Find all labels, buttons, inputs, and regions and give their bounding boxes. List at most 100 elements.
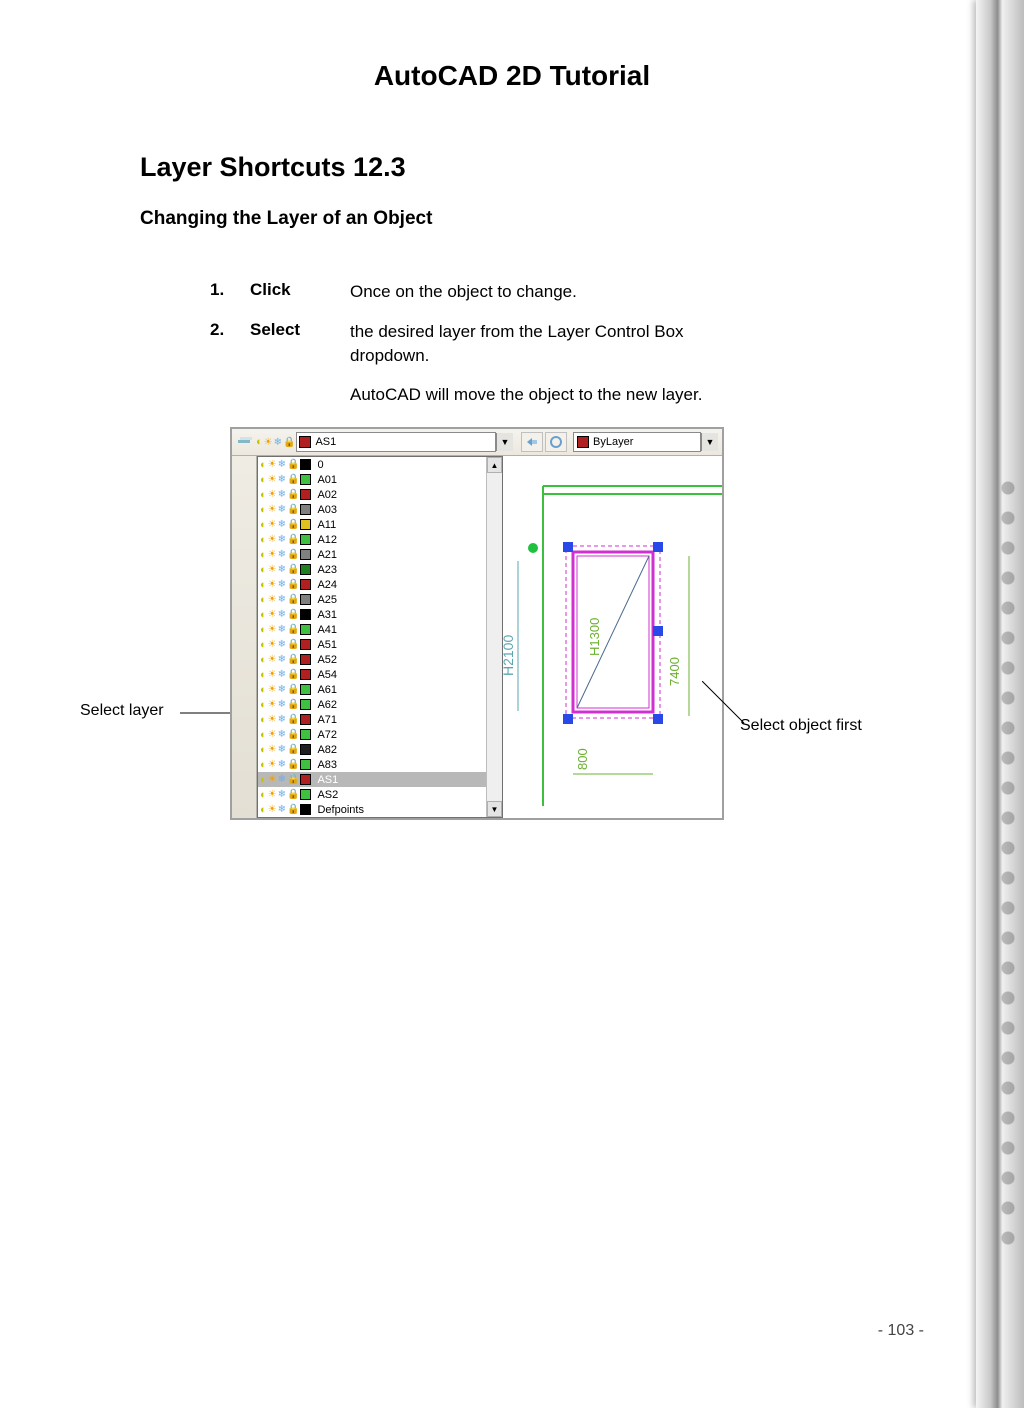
bulb-icon: ◐ <box>260 564 267 576</box>
layer-dropdown-list[interactable]: ▲ ▼ ◐☀❄🔒0◐☀❄🔒A01◐☀❄🔒A02◐☀❄🔒A03◐☀❄🔒A11◐☀❄… <box>257 456 503 818</box>
viewport-freeze-icon: ❄ <box>278 684 286 695</box>
lock-icon: 🔒 <box>287 744 299 755</box>
lock-icon: 🔒 <box>283 437 295 448</box>
lock-icon: 🔒 <box>287 804 299 815</box>
layer-name-label: A21 <box>317 549 337 561</box>
layer-name-label: AS1 <box>317 774 338 786</box>
layer-list-item[interactable]: ◐☀❄🔒A41 <box>258 622 502 637</box>
bulb-icon: ◐ <box>260 804 267 816</box>
drawing-canvas[interactable]: H2100 H1300 7400 800 <box>503 456 722 806</box>
layer-list-item[interactable]: ◐☀❄🔒AS2 <box>258 787 502 802</box>
viewport-freeze-icon: ❄ <box>278 789 286 800</box>
layer-name-label: A03 <box>317 504 337 516</box>
drawing-svg: H2100 H1300 7400 800 <box>503 456 722 806</box>
freeze-icon: ☀ <box>268 654 277 665</box>
bulb-icon: ◐ <box>260 579 267 591</box>
callout-select-object: Select object first <box>740 717 862 735</box>
layer-manager-icon[interactable] <box>236 434 254 450</box>
layer-swatch-icon <box>300 804 311 815</box>
lock-icon: 🔒 <box>287 564 299 575</box>
step-text: the desired layer from the Layer Control… <box>350 320 750 368</box>
viewport-freeze-icon: ❄ <box>278 474 286 485</box>
layer-list-item[interactable]: ◐☀❄🔒A02 <box>258 487 502 502</box>
layer-swatch-icon <box>300 744 311 755</box>
bulb-icon: ◐ <box>260 504 267 516</box>
layer-swatch-icon <box>300 729 311 740</box>
freeze-icon: ☀ <box>268 564 277 575</box>
bulb-icon: ◐ <box>260 654 267 666</box>
layer-list-item[interactable]: ◐☀❄🔒A11 <box>258 517 502 532</box>
viewport-freeze-icon: ❄ <box>278 804 286 815</box>
lock-icon: 🔒 <box>287 489 299 500</box>
bulb-icon: ◐ <box>260 639 267 651</box>
bulb-icon: ◐ <box>260 594 267 606</box>
freeze-icon: ☀ <box>268 639 277 650</box>
layer-name-label: A82 <box>317 744 337 756</box>
layer-name-label: A31 <box>317 609 337 621</box>
layer-name-label: A12 <box>317 534 337 546</box>
lock-icon: 🔒 <box>287 729 299 740</box>
freeze-icon: ☀ <box>268 504 277 515</box>
layer-swatch-icon <box>300 594 311 605</box>
scroll-down-icon[interactable]: ▼ <box>487 801 502 817</box>
bylayer-label: ByLayer <box>593 436 633 448</box>
layer-list-item[interactable]: ◐☀❄🔒A24 <box>258 577 502 592</box>
layer-list-item[interactable]: ◐☀❄🔒A01 <box>258 472 502 487</box>
layer-list-item[interactable]: ◐☀❄🔒A52 <box>258 652 502 667</box>
viewport-freeze-icon: ❄ <box>274 437 282 448</box>
freeze-icon: ☀ <box>268 459 277 470</box>
layer-list-item[interactable]: ◐☀❄🔒AS1 <box>258 772 502 787</box>
layer-previous-button[interactable] <box>521 432 543 452</box>
freeze-icon: ☀ <box>268 744 277 755</box>
freeze-icon: ☀ <box>268 534 277 545</box>
lock-icon: 🔒 <box>287 774 299 785</box>
dropdown-arrow-icon[interactable]: ▼ <box>496 433 513 451</box>
page-title: AutoCAD 2D Tutorial <box>90 60 934 92</box>
step-list: 1. Click Once on the object to change. 2… <box>210 280 934 407</box>
layer-list-item[interactable]: ◐☀❄🔒0 <box>258 457 502 472</box>
layer-list-item[interactable]: ◐☀❄🔒A23 <box>258 562 502 577</box>
bulb-icon: ◐ <box>260 624 267 636</box>
layer-name-label: A72 <box>317 729 337 741</box>
lock-icon: 🔒 <box>287 504 299 515</box>
layer-list-item[interactable]: ◐☀❄🔒A83 <box>258 757 502 772</box>
layer-list-item[interactable]: ◐☀❄🔒A82 <box>258 742 502 757</box>
layer-name-label: A61 <box>317 684 337 696</box>
layer-name-label: A83 <box>317 759 337 771</box>
viewport-freeze-icon: ❄ <box>278 654 286 665</box>
layer-list-item[interactable]: ◐☀❄🔒A71 <box>258 712 502 727</box>
layer-list-item[interactable]: ◐☀❄🔒A03 <box>258 502 502 517</box>
layer-list-item[interactable]: ◐☀❄🔒A25 <box>258 592 502 607</box>
section-heading: Layer Shortcuts 12.3 <box>140 152 934 183</box>
color-control-dropdown[interactable]: ByLayer <box>573 432 701 452</box>
viewport-freeze-icon: ❄ <box>278 579 286 590</box>
layer-list-item[interactable]: ◐☀❄🔒Defpoints <box>258 802 502 817</box>
layer-list-item[interactable]: ◐☀❄🔒A62 <box>258 697 502 712</box>
bulb-icon: ◐ <box>256 436 263 448</box>
layer-list-item[interactable]: ◐☀❄🔒A21 <box>258 547 502 562</box>
layer-list-item[interactable]: ◐☀❄🔒A72 <box>258 727 502 742</box>
freeze-icon: ☀ <box>268 729 277 740</box>
dropdown-arrow-icon[interactable]: ▼ <box>701 433 718 451</box>
scrollbar[interactable]: ▲ ▼ <box>486 457 502 817</box>
layer-swatch-icon <box>300 519 311 530</box>
layer-name-label: A24 <box>317 579 337 591</box>
layer-swatch-icon <box>300 549 311 560</box>
layer-states-button[interactable] <box>545 432 567 452</box>
layer-list-item[interactable]: ◐☀❄🔒A31 <box>258 607 502 622</box>
layer-list-item[interactable]: ◐☀❄🔒A61 <box>258 682 502 697</box>
layer-list-item[interactable]: ◐☀❄🔒A54 <box>258 667 502 682</box>
bulb-icon: ◐ <box>260 534 267 546</box>
layer-list-item[interactable]: ◐☀❄🔒A12 <box>258 532 502 547</box>
lock-icon: 🔒 <box>287 654 299 665</box>
freeze-icon: ☀ <box>268 489 277 500</box>
spiral-binding-icon <box>1000 480 1016 1260</box>
layer-swatch-icon <box>300 639 311 650</box>
layer-name-label: A54 <box>317 669 337 681</box>
bulb-icon: ◐ <box>260 729 267 741</box>
layer-control-dropdown[interactable]: AS1 <box>296 432 496 452</box>
freeze-icon: ☀ <box>268 804 277 815</box>
layer-list-item[interactable]: ◐☀❄🔒A51 <box>258 637 502 652</box>
scroll-up-icon[interactable]: ▲ <box>487 457 502 473</box>
freeze-icon: ☀ <box>268 549 277 560</box>
